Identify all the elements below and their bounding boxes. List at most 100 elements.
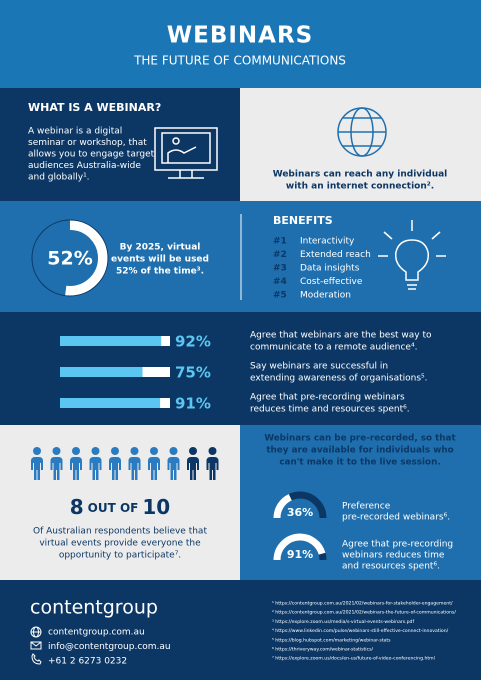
- heading: WHAT IS A WEBINAR?: [28, 101, 161, 114]
- text-line: can't make it to the live session.: [279, 458, 440, 468]
- donut-arc: [32, 220, 108, 296]
- benefit-label: Data insights: [300, 264, 360, 274]
- text-line: allows you to engage target: [28, 150, 155, 160]
- person-head: [33, 447, 41, 455]
- text-line: Webinars can be pre-recorded, so that: [264, 434, 455, 444]
- heading: BENEFITS: [273, 214, 333, 227]
- person-icon: [89, 447, 102, 480]
- bar: [60, 398, 161, 408]
- person-icon: [128, 447, 141, 480]
- text-line: opportunity to participate⁷.: [59, 551, 181, 561]
- text-line: Of Australian respondents believe that: [33, 527, 207, 537]
- count: 8: [70, 495, 84, 519]
- text-line: contentgroup.com.au: [48, 628, 145, 638]
- text-line: By 2025, virtual: [120, 243, 201, 253]
- person-body: [31, 457, 43, 480]
- subtitle: THE FUTURE OF COMMUNICATIONS: [133, 54, 346, 68]
- big-stat: 8 OUT OF 10: [70, 495, 170, 519]
- person-body: [167, 457, 180, 480]
- benefit-number: #3: [273, 264, 287, 274]
- panel: [0, 88, 240, 201]
- person-body: [50, 457, 63, 480]
- bar-label: 91%: [175, 395, 211, 413]
- bar-label: 92%: [175, 333, 211, 351]
- text-line: Agree that pre-recording: [342, 540, 453, 550]
- text-line: extending awareness of organisations⁵.: [250, 374, 428, 384]
- text-line: communicate to a remote audience⁴.: [250, 343, 417, 353]
- person-head: [150, 447, 158, 455]
- text-line: A webinar is a digital: [28, 127, 122, 137]
- person-body: [89, 457, 102, 480]
- text-line: and globally¹.: [28, 173, 90, 183]
- total: 10: [142, 495, 170, 519]
- person-head: [189, 447, 197, 455]
- person-body: [187, 457, 199, 480]
- benefit-number: #5: [273, 291, 287, 301]
- text-line: 52% of the time³.: [116, 267, 204, 277]
- person-icon: [148, 447, 160, 480]
- person-icon: [31, 447, 43, 480]
- person-body: [206, 457, 219, 480]
- benefit-label: Interactivity: [300, 237, 355, 247]
- text-line: reduces time and resources spent⁶.: [250, 405, 410, 415]
- person-icon: [109, 447, 121, 480]
- person-icon: [187, 447, 199, 480]
- benefit-label: Moderation: [300, 291, 351, 301]
- person-head: [72, 447, 80, 455]
- footer-bg: [0, 580, 481, 680]
- person-head: [91, 447, 100, 455]
- benefit-label: Extended reach: [300, 250, 371, 260]
- text-line: Agree that pre-recording webinars: [250, 393, 405, 403]
- connector: OUT OF: [88, 501, 139, 515]
- text-line: events will be used: [111, 255, 209, 265]
- person-body: [128, 457, 141, 480]
- text-line: virtual events provide everyone the: [39, 539, 201, 549]
- person-head: [169, 447, 178, 455]
- text-line: audiences Australia-wide: [28, 161, 141, 171]
- text-line: ⁶ https://thriveryway.com/webinar-statis…: [272, 647, 373, 653]
- benefit-label: Cost-effective: [300, 277, 363, 287]
- text-line: pre-recorded webinars⁶.: [342, 513, 450, 523]
- text-line: ² https://contentgroup.com.au/2021/02/we…: [272, 610, 456, 616]
- gauge-arc: [273, 491, 327, 519]
- text-line: ⁴ https://www.linkedin.com/pulse/webinar…: [272, 628, 449, 634]
- benefit-number: #2: [273, 250, 287, 260]
- person-body: [109, 457, 121, 480]
- donut-ring: [31, 219, 109, 297]
- person-head: [130, 447, 139, 455]
- title: WEBINARS: [167, 23, 314, 49]
- text-line: webinars reduces time: [342, 551, 445, 561]
- person-icon: [70, 447, 82, 480]
- text-line: ⁵ https://blog.hubspot.com/marketing/web…: [272, 637, 391, 643]
- text-line: seminar or workshop, that: [28, 138, 147, 148]
- text-line: with an internet connection².: [286, 182, 434, 192]
- monitor-icon: [154, 127, 218, 179]
- panel: [240, 88, 481, 201]
- header-bg: [0, 0, 481, 88]
- text-line: Agree that webinars are the best way to: [250, 331, 432, 341]
- text-line: and resources spent⁶.: [342, 562, 440, 572]
- text-line: Say webinars are successful in: [250, 362, 388, 372]
- text-line: Preference: [342, 502, 391, 512]
- person-icon: [167, 447, 180, 480]
- text-line: ³ https://explore.zoom.us/media/s-virtua…: [272, 619, 414, 625]
- text-line: Webinars can reach any individual: [273, 170, 448, 180]
- gauge-label: 36%: [287, 506, 313, 519]
- bar-label: 75%: [175, 364, 211, 382]
- gauge-label: 91%: [287, 548, 313, 561]
- text-line: ¹ https://contentgroup.com.au/2021/02/we…: [272, 601, 453, 607]
- globe-icon: [337, 107, 387, 157]
- text-line: ⁷ https://explore.zoom.us/docs/en-us/fut…: [272, 656, 435, 662]
- person-head: [111, 447, 119, 455]
- bar: [60, 367, 143, 377]
- person-body: [148, 457, 160, 480]
- person-body: [70, 457, 82, 480]
- benefit-number: #1: [273, 237, 287, 247]
- text-line: they are available for individuals who: [266, 446, 453, 456]
- text-line: +61 2 6273 0232: [48, 657, 127, 667]
- person-icon: [206, 447, 219, 480]
- text-line: info@contentgroup.com.au: [48, 642, 171, 652]
- stat: 52%: [47, 248, 92, 270]
